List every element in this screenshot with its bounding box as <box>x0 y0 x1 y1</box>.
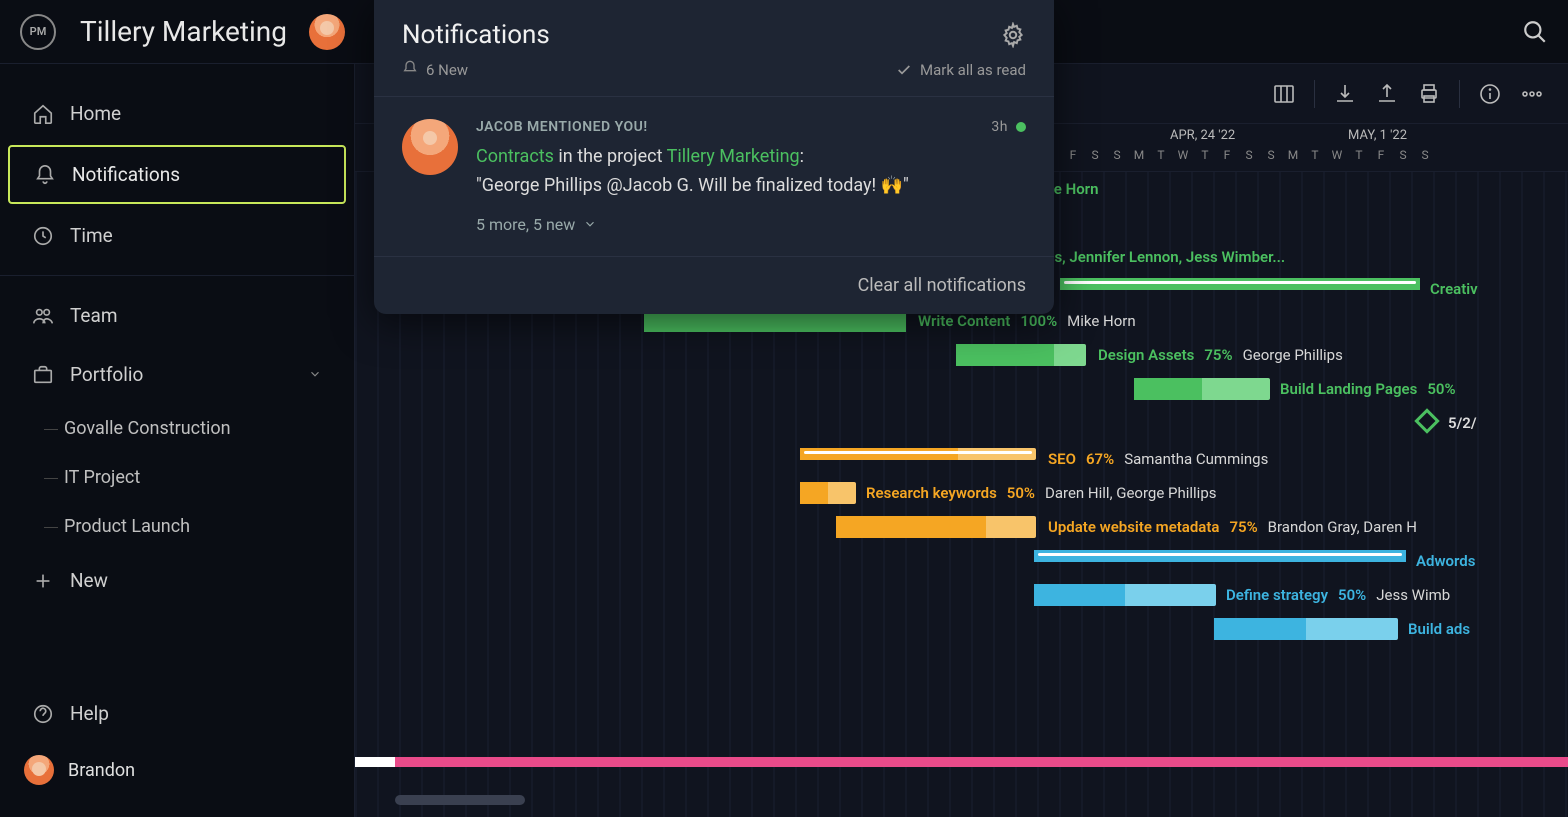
day-label: F <box>1216 148 1238 162</box>
task-label: Build Landing Pages50% <box>1280 378 1456 400</box>
user-avatar[interactable] <box>309 14 345 50</box>
chevron-down-icon <box>308 363 322 386</box>
user-name: Brandon <box>68 760 135 781</box>
month-label: MAY, 1 '22 <box>1348 128 1407 143</box>
day-label: W <box>1172 148 1194 162</box>
team-icon <box>32 305 54 327</box>
task-label: SEO67%Samantha Cummings <box>1048 448 1268 470</box>
sidebar: Home Notifications Time Team Portfolio G… <box>0 64 355 817</box>
notifications-panel: Notifications 6 New Mark all as read JAC… <box>374 0 1054 314</box>
new-count: 6 New <box>426 61 468 79</box>
sidebar-item-label: Team <box>70 304 118 327</box>
day-label: S <box>1106 148 1128 162</box>
notification-expand[interactable]: 5 more, 5 new <box>476 215 1026 234</box>
day-label: M <box>1128 148 1150 162</box>
task-label: Creativ <box>1430 278 1478 300</box>
sidebar-item-label: New <box>70 569 108 592</box>
task-label: Design Assets75%George Phillips <box>1098 344 1343 366</box>
day-label: T <box>1194 148 1216 162</box>
clear-all-notifications[interactable]: Clear all notifications <box>374 257 1054 314</box>
gantt-bar[interactable] <box>1214 618 1398 640</box>
sidebar-item-team[interactable]: Team <box>8 288 346 343</box>
day-label: T <box>1150 148 1172 162</box>
gantt-bar[interactable] <box>1134 378 1270 400</box>
bell-icon <box>402 60 418 80</box>
notification-heading: JACOB MENTIONED YOU! <box>476 119 648 135</box>
bell-icon <box>34 164 56 186</box>
summary-bar <box>355 757 1568 767</box>
print-icon[interactable] <box>1417 82 1441 106</box>
home-icon <box>32 103 54 125</box>
task-label: Research keywords50%Daren Hill, George P… <box>866 482 1216 504</box>
plus-icon <box>32 570 54 592</box>
gear-icon[interactable] <box>1000 22 1026 48</box>
month-label: APR, 24 '22 <box>1170 128 1235 143</box>
clock-icon <box>32 225 54 247</box>
notification-item[interactable]: JACOB MENTIONED YOU! 3h Contracts in the… <box>374 97 1054 257</box>
sidebar-item-notifications[interactable]: Notifications <box>8 145 346 204</box>
portfolio-child[interactable]: IT Project <box>40 453 354 502</box>
sidebar-item-label: Notifications <box>72 163 180 186</box>
sidebar-item-label: Time <box>70 224 113 247</box>
columns-icon[interactable] <box>1272 82 1296 106</box>
day-label: S <box>1392 148 1414 162</box>
search-icon[interactable] <box>1522 19 1548 45</box>
task-label: ps, Jennifer Lennon, Jess Wimber... <box>1046 246 1285 268</box>
portfolio-child[interactable]: Product Launch <box>40 502 354 551</box>
notifications-title: Notifications <box>402 20 550 50</box>
day-label: W <box>1326 148 1348 162</box>
sidebar-item-label: Help <box>70 702 109 725</box>
avatar <box>402 119 458 175</box>
more-icon[interactable] <box>1520 82 1544 106</box>
task-label: Update website metadata75%Brandon Gray, … <box>1048 516 1417 538</box>
gantt-bar[interactable] <box>800 482 856 504</box>
unread-dot-icon <box>1016 122 1026 132</box>
download-icon[interactable] <box>1333 82 1357 106</box>
sidebar-help[interactable]: Help <box>8 686 346 741</box>
gantt-bar[interactable] <box>1060 278 1420 290</box>
sidebar-item-time[interactable]: Time <box>8 208 346 263</box>
sidebar-new[interactable]: New <box>8 553 346 608</box>
gantt-bar[interactable] <box>1034 584 1216 606</box>
day-label: S <box>1084 148 1106 162</box>
day-label: T <box>1348 148 1370 162</box>
gantt-bar[interactable] <box>1034 550 1406 562</box>
milestone-date: 5/2/ <box>1448 412 1477 434</box>
task-label: Define strategy50%Jess Wimb <box>1226 584 1450 606</box>
upload-icon[interactable] <box>1375 82 1399 106</box>
avatar <box>24 755 54 785</box>
sidebar-user[interactable]: Brandon <box>0 743 354 797</box>
task-label: Adwords <box>1416 550 1475 572</box>
portfolio-child[interactable]: Govalle Construction <box>40 404 354 453</box>
gantt-bar[interactable] <box>800 448 1036 460</box>
day-label: S <box>1238 148 1260 162</box>
gantt-bar[interactable] <box>956 344 1086 366</box>
day-label: F <box>1062 148 1084 162</box>
day-label: S <box>1414 148 1436 162</box>
day-label: F <box>1370 148 1392 162</box>
milestone-diamond[interactable] <box>1414 408 1439 433</box>
day-label: M <box>1282 148 1304 162</box>
day-label: S <box>1260 148 1282 162</box>
sidebar-item-label: Home <box>70 102 121 125</box>
sidebar-item-portfolio[interactable]: Portfolio <box>8 347 346 402</box>
task-label: Build ads <box>1408 618 1470 640</box>
info-icon[interactable] <box>1478 82 1502 106</box>
notification-time: 3h <box>991 119 1026 135</box>
help-icon <box>32 703 54 725</box>
mark-all-read[interactable]: Mark all as read <box>896 61 1026 79</box>
notification-text: Contracts in the project Tillery Marketi… <box>476 143 1026 201</box>
workspace-title: Tillery Marketing <box>80 15 287 48</box>
day-label: T <box>1304 148 1326 162</box>
sidebar-item-home[interactable]: Home <box>8 86 346 141</box>
briefcase-icon <box>32 364 54 386</box>
horizontal-scrollbar[interactable] <box>395 795 525 805</box>
sidebar-item-label: Portfolio <box>70 363 143 386</box>
logo-badge[interactable]: PM <box>20 14 56 50</box>
gantt-bar[interactable] <box>836 516 1036 538</box>
